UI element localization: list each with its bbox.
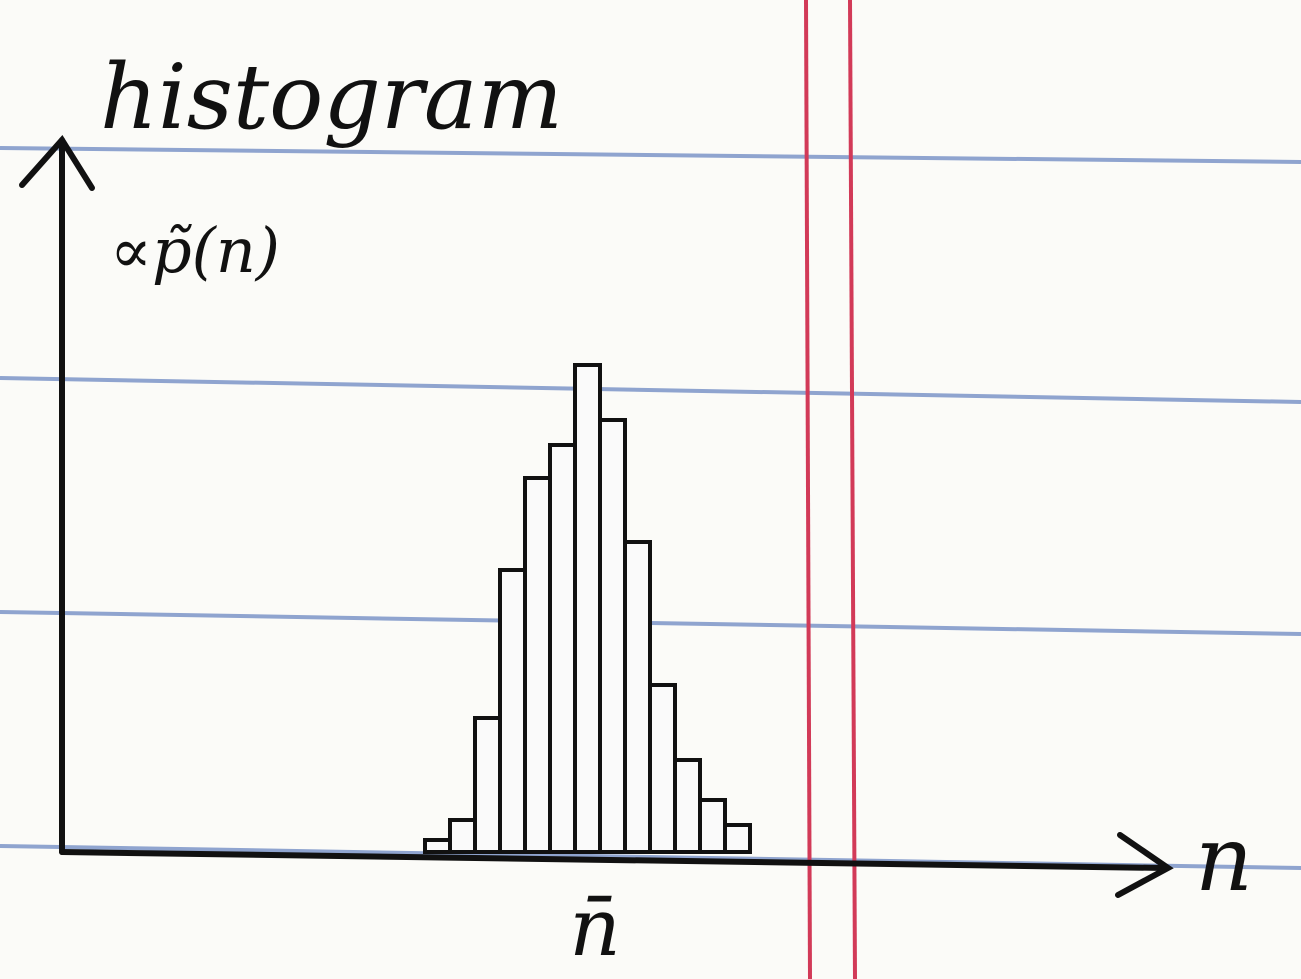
bar <box>625 542 650 852</box>
bar <box>500 570 525 852</box>
bar <box>450 820 475 852</box>
bar <box>575 365 600 852</box>
x-axis-label: n <box>1195 807 1253 912</box>
bar <box>550 445 575 852</box>
bar <box>650 685 675 852</box>
y-axis-label: ∝p̃(n) <box>110 214 280 287</box>
mean-label: n̄ <box>569 881 621 974</box>
bar <box>525 478 550 852</box>
chart: histogram ∝p̃(n) n n̄ <box>0 0 1301 979</box>
bar <box>675 760 700 852</box>
bar <box>725 825 750 852</box>
bar <box>475 718 500 852</box>
chart-title: histogram <box>100 45 563 150</box>
bar <box>425 840 450 852</box>
bar <box>700 800 725 852</box>
bar <box>600 420 625 852</box>
